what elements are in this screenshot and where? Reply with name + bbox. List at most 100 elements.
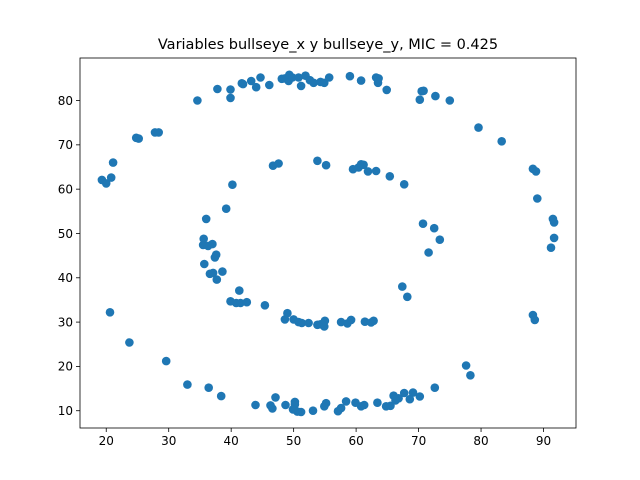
data-point bbox=[208, 268, 218, 278]
data-point bbox=[216, 391, 226, 401]
y-tick-label: 40 bbox=[58, 271, 73, 285]
data-point bbox=[474, 123, 483, 132]
data-point bbox=[415, 392, 425, 401]
data-point bbox=[199, 234, 208, 244]
data-point bbox=[226, 85, 235, 94]
data-point bbox=[304, 318, 313, 328]
data-point bbox=[461, 361, 471, 370]
x-tick-label: 90 bbox=[536, 434, 551, 448]
data-point bbox=[405, 394, 415, 404]
data-point bbox=[105, 308, 115, 317]
data-point bbox=[211, 250, 221, 259]
data-point bbox=[212, 275, 222, 284]
x-tick-label: 70 bbox=[411, 434, 426, 448]
data-point bbox=[238, 79, 248, 89]
data-point bbox=[430, 383, 440, 393]
data-point bbox=[296, 81, 306, 91]
y-tick-label: 60 bbox=[58, 182, 73, 196]
data-point bbox=[265, 80, 274, 90]
data-point bbox=[549, 218, 559, 227]
data-point bbox=[398, 282, 407, 291]
data-point bbox=[403, 292, 412, 302]
x-tick-label: 80 bbox=[473, 434, 488, 448]
data-point bbox=[228, 180, 237, 189]
y-tick-label: 10 bbox=[58, 404, 73, 418]
data-point bbox=[359, 160, 368, 170]
data-point bbox=[418, 219, 428, 228]
y-tick-label: 20 bbox=[58, 360, 73, 374]
data-point bbox=[271, 393, 280, 402]
data-point bbox=[399, 388, 409, 398]
data-point bbox=[424, 248, 433, 257]
x-tick-label: 40 bbox=[224, 434, 239, 448]
data-point bbox=[497, 137, 507, 146]
data-point bbox=[242, 297, 252, 307]
data-point bbox=[381, 402, 391, 411]
data-point bbox=[246, 76, 256, 86]
data-point bbox=[309, 78, 318, 88]
data-point bbox=[260, 301, 270, 310]
data-point bbox=[161, 356, 171, 366]
data-point bbox=[297, 318, 307, 328]
data-point bbox=[256, 73, 265, 82]
data-point bbox=[321, 160, 331, 170]
data-point bbox=[154, 128, 163, 137]
data-point bbox=[274, 159, 283, 168]
data-point bbox=[333, 406, 343, 416]
data-point bbox=[429, 223, 439, 233]
x-tick-label: 30 bbox=[161, 434, 176, 448]
data-point bbox=[235, 286, 244, 295]
data-point bbox=[371, 166, 381, 176]
data-point bbox=[134, 134, 143, 143]
data-point bbox=[533, 194, 542, 203]
y-axis: 10 20 30 40 50 60 70 80 bbox=[58, 94, 80, 418]
data-point bbox=[266, 401, 275, 410]
data-point bbox=[346, 315, 356, 325]
data-point bbox=[531, 167, 541, 176]
data-point bbox=[363, 167, 373, 176]
data-point bbox=[546, 243, 556, 252]
data-point bbox=[125, 338, 134, 347]
data-point bbox=[356, 76, 366, 85]
data-point bbox=[204, 383, 213, 393]
data-point bbox=[251, 400, 260, 410]
data-point bbox=[201, 214, 211, 224]
data-point bbox=[549, 233, 559, 243]
data-point bbox=[236, 298, 245, 308]
x-axis: 20 30 40 50 60 70 80 90 bbox=[99, 428, 551, 448]
data-point bbox=[431, 91, 440, 101]
data-point bbox=[308, 406, 318, 416]
y-tick-label: 30 bbox=[58, 315, 73, 329]
data-point bbox=[288, 405, 298, 414]
data-point bbox=[445, 96, 455, 105]
x-tick-label: 50 bbox=[286, 434, 301, 448]
data-point bbox=[108, 158, 118, 167]
data-point bbox=[106, 173, 116, 182]
data-point bbox=[226, 93, 235, 103]
data-point bbox=[101, 179, 111, 188]
x-tick-label: 60 bbox=[348, 434, 363, 448]
data-point bbox=[193, 96, 202, 105]
data-point bbox=[320, 402, 329, 411]
data-point bbox=[221, 204, 231, 213]
data-point bbox=[385, 172, 395, 181]
data-point bbox=[399, 180, 409, 189]
data-point bbox=[283, 308, 292, 318]
data-point bbox=[351, 398, 360, 408]
data-point bbox=[294, 73, 303, 82]
data-point bbox=[374, 74, 383, 83]
data-point bbox=[288, 73, 297, 82]
data-point bbox=[382, 85, 392, 95]
data-point bbox=[200, 259, 209, 269]
y-tick-label: 80 bbox=[58, 94, 73, 108]
data-point bbox=[345, 71, 355, 81]
data-point bbox=[369, 316, 378, 326]
data-point bbox=[530, 315, 540, 325]
data-point bbox=[213, 84, 222, 94]
scatter-points bbox=[97, 70, 559, 417]
data-point bbox=[183, 380, 192, 389]
data-point bbox=[218, 267, 227, 276]
data-point bbox=[373, 398, 382, 408]
data-point bbox=[415, 95, 425, 104]
